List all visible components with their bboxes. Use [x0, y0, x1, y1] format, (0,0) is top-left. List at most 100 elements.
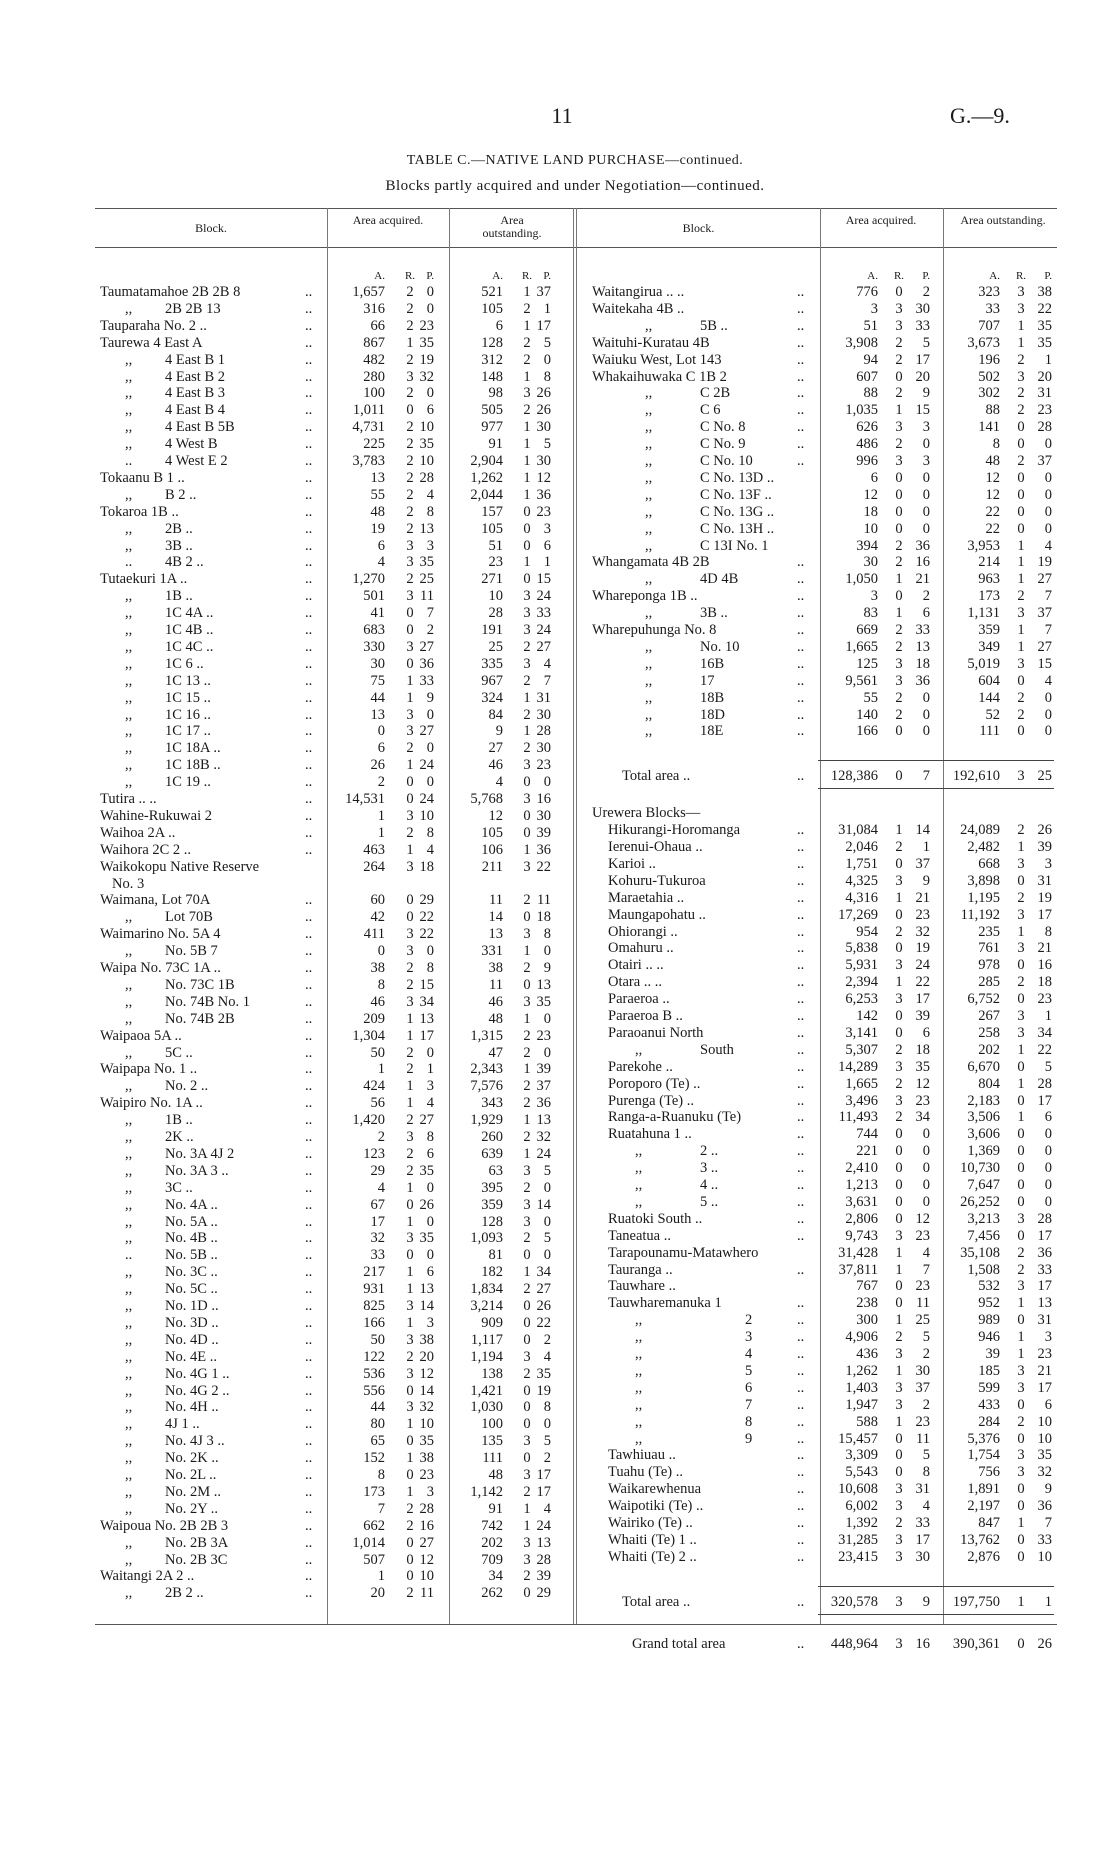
- table-row: ,, No. 3D .... 166 1 3 909 0 22: [0, 1315, 1114, 1332]
- block-name: Maraetahia ..: [608, 889, 685, 906]
- outstanding-perches: 2: [543, 1450, 551, 1467]
- table-row: Waipotiki (Te) .... 6,002 3 4 2,197 0 36: [0, 1498, 1114, 1515]
- outstanding-acres: 4: [495, 774, 503, 791]
- outstanding-acres: 359: [978, 622, 1000, 638]
- outstanding-roods: 0: [523, 1382, 531, 1399]
- table-row: ,, B 2 .... 55 2 4 2,044 1 36: [0, 487, 1114, 504]
- outstanding-acres: 196: [978, 351, 1000, 368]
- table-row: ,, 4.. 436 3 2 39 1 23: [0, 1346, 1114, 1363]
- acquired-perches: 8: [426, 503, 434, 520]
- outstanding-roods: 3: [523, 1162, 531, 1179]
- acquired-roods: 2: [895, 1515, 903, 1531]
- acquired-perches: 15: [419, 976, 435, 993]
- table-row: ,, No. 1D .... 825 3 14 3,214 0 26: [0, 1298, 1114, 1315]
- acquired-perches: 37: [915, 1379, 931, 1396]
- table-row: Omahuru .... 5,838 0 19 761 3 21: [0, 940, 1114, 957]
- acquired-roods: 3: [895, 419, 903, 436]
- acquired-perches: 0: [922, 469, 930, 486]
- unit-perches: P.: [543, 270, 551, 282]
- ditto-mark: ,,: [635, 1041, 643, 1058]
- outstanding-perches: 32: [1037, 1464, 1053, 1481]
- leader-dots: ..: [305, 537, 313, 554]
- outstanding-perches: 0: [1044, 1193, 1052, 1210]
- acquired-perches: 39: [915, 1008, 931, 1024]
- block-name: 4 West E 2: [165, 453, 228, 469]
- outstanding-acres: 88: [985, 402, 1001, 419]
- table-row: ,, No. 3A 3 .... 29 2 35 63 3 5: [0, 1163, 1114, 1180]
- leader-dots: ..: [797, 689, 805, 706]
- table-row: ,, 3.. 4,906 2 5 946 1 3: [0, 1329, 1114, 1346]
- leader-dots: ..: [797, 436, 805, 453]
- table-row: Taumatamahoe 2B 2B 8.. 1,657 2 0 521 1 37: [0, 284, 1114, 301]
- table-row: Tuahu (Te) .... 5,543 0 8 756 3 32: [0, 1464, 1114, 1481]
- outstanding-acres: 3,214: [470, 1298, 503, 1314]
- outstanding-roods: 1: [1017, 923, 1025, 940]
- outstanding-roods: 1: [523, 554, 531, 571]
- acquired-perches: 0: [922, 520, 930, 537]
- outstanding-roods: 2: [523, 1568, 531, 1585]
- table-row: ,, 18D.. 140 2 0 52 2 0: [0, 707, 1114, 724]
- acquired-perches: 11: [420, 588, 434, 605]
- outstanding-acres: 978: [978, 957, 1000, 974]
- block-name: No. 4A ..: [165, 1196, 218, 1213]
- ditto-mark: ,,: [125, 1331, 133, 1348]
- outstanding-acres: 141: [978, 419, 1000, 436]
- acquired-acres: 1,751: [845, 855, 878, 872]
- table-row: ,, 3 .... 2,410 0 0 10,730 0 0: [0, 1160, 1114, 1177]
- leader-dots: ..: [797, 768, 805, 785]
- acquired-acres: 264: [363, 858, 385, 875]
- block-name: Karioi ..: [608, 855, 656, 872]
- outstanding-roods: 0: [1017, 1312, 1025, 1329]
- acquired-roods: 2: [406, 1162, 414, 1179]
- acquired-acres: 744: [856, 1126, 878, 1143]
- ditto-mark: ,,: [125, 1112, 133, 1129]
- acquired-perches: 36: [915, 537, 931, 554]
- outstanding-perches: 7: [1044, 622, 1052, 638]
- outstanding-acres: 3,898: [967, 872, 1000, 889]
- outstanding-acres: 211: [481, 858, 503, 875]
- outstanding-roods: 1: [523, 689, 531, 706]
- outstanding-perches: 28: [1037, 419, 1053, 436]
- acquired-acres: 669: [856, 622, 878, 638]
- acquired-roods: 3: [406, 368, 414, 385]
- acquired-acres: 2,394: [845, 974, 878, 991]
- outstanding-perches: 17: [536, 1483, 552, 1500]
- acquired-roods: 1: [895, 402, 903, 419]
- outstanding-perches: 8: [1044, 923, 1052, 940]
- block-name: C No. 9: [700, 436, 746, 453]
- outstanding-perches: 14: [536, 1196, 552, 1213]
- acquired-acres: 6,002: [845, 1498, 878, 1515]
- outstanding-acres: 197,750: [952, 1593, 1000, 1610]
- outstanding-roods: 2: [523, 672, 531, 689]
- acquired-acres: 221: [856, 1143, 878, 1160]
- outstanding-roods: 3: [523, 1348, 531, 1365]
- acquired-roods: 3: [406, 588, 414, 605]
- table-row: ,, No. 4E .... 122 2 20 1,194 3 4: [0, 1349, 1114, 1366]
- block-name: Kohuru-Tukuroa: [608, 872, 706, 889]
- block-name: No. 5B ..: [165, 1247, 218, 1264]
- table-row: Ranga-a-Ruanuku (Te).. 11,493 2 34 3,506 1 6: [0, 1109, 1114, 1126]
- leader-dots: ..: [305, 841, 313, 858]
- outstanding-perches: 24: [536, 588, 552, 605]
- table-row: ,, 2.. 300 1 25 989 0 31: [0, 1312, 1114, 1329]
- block-name: 2 ..: [700, 1143, 719, 1160]
- acquired-perches: 35: [419, 1162, 435, 1179]
- acquired-roods: 2: [406, 1348, 414, 1365]
- outstanding-perches: 9: [1044, 1481, 1052, 1498]
- section-heading: Urewera Blocks—: [0, 805, 1114, 822]
- outstanding-perches: 18: [1037, 974, 1053, 991]
- block-name: 1C 13 ..: [165, 672, 211, 689]
- acquired-acres: 3,908: [845, 334, 878, 351]
- acquired-acres: 26: [370, 757, 386, 774]
- table-row: ,, 1B .... 1,420 2 27 1,929 1 13: [0, 1112, 1114, 1129]
- acquired-perches: 1: [426, 1061, 434, 1078]
- outstanding-acres: 48: [488, 1467, 504, 1483]
- outstanding-perches: 15: [536, 571, 552, 588]
- leader-dots: ..: [305, 1145, 313, 1162]
- outstanding-acres: 1,142: [470, 1483, 503, 1500]
- outstanding-roods: 2: [523, 1483, 531, 1500]
- acquired-perches: 8: [426, 824, 434, 841]
- leader-dots: ..: [305, 723, 313, 740]
- acquired-acres: 7: [377, 1500, 385, 1517]
- block-name: C No. 13F ..: [700, 486, 772, 503]
